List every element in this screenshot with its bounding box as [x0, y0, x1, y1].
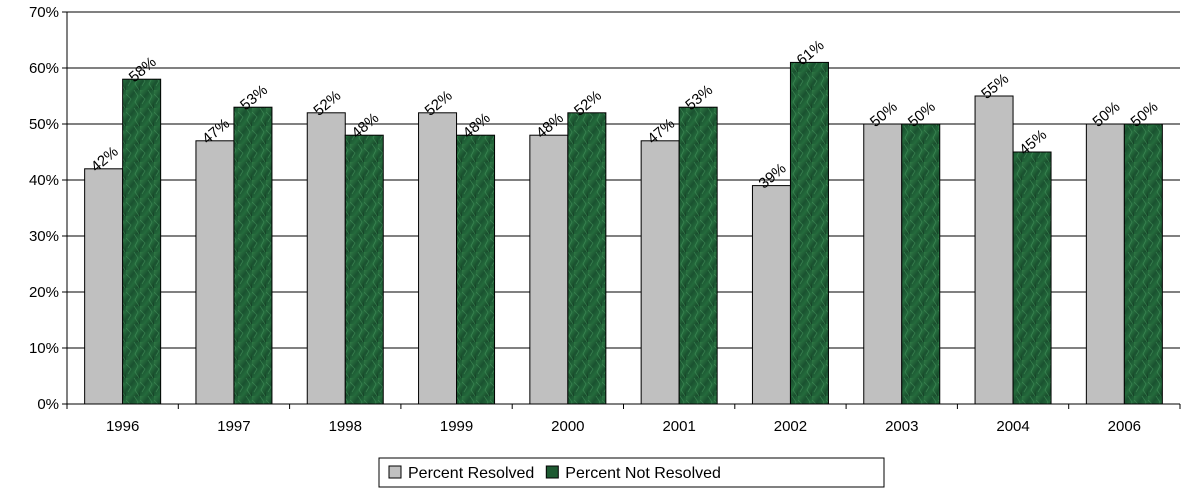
- x-tick-label: 2003: [885, 418, 918, 435]
- bar-percent-resolved: [418, 112, 458, 405]
- bar-percent-not-resolved: [789, 61, 829, 405]
- bar-percent-resolved: [974, 95, 1014, 405]
- x-tick-label: 2006: [1108, 418, 1141, 435]
- x-tick-label: 2002: [774, 418, 807, 435]
- bar-percent-resolved: [84, 168, 124, 405]
- y-tick-label: 70%: [29, 4, 59, 21]
- bar-percent-resolved: [640, 140, 680, 405]
- legend-label: Percent Not Resolved: [565, 465, 721, 482]
- legend-swatch: [545, 465, 559, 479]
- bar-percent-not-resolved: [901, 123, 941, 405]
- y-tick-label: 20%: [29, 284, 59, 301]
- axes: 0% 10% 20% 30% 40% 50% 60% 70% 1996 1997 1998 1999 2…: [29, 4, 1181, 435]
- bar-percent-resolved: [863, 123, 903, 405]
- bar-percent-not-resolved: [456, 134, 496, 405]
- bar-percent-resolved: [1085, 123, 1125, 405]
- bar-percent-resolved: [751, 185, 791, 405]
- y-tick-label: 40%: [29, 172, 59, 189]
- legend-swatch: [388, 465, 402, 479]
- bar-percent-resolved: [529, 134, 569, 405]
- x-tick-label: 2004: [996, 418, 1029, 435]
- legend-box: [378, 457, 885, 488]
- x-tick-label: 1996: [106, 418, 139, 435]
- legend-label: Percent Resolved: [408, 465, 534, 482]
- bar-percent-not-resolved: [678, 106, 718, 405]
- y-tick-label: 30%: [29, 228, 59, 245]
- bar-percent-not-resolved: [1012, 151, 1052, 405]
- x-tick-label: 1997: [217, 418, 250, 435]
- bars: [84, 61, 1163, 405]
- bar-percent-resolved: [306, 112, 346, 405]
- bar-percent-not-resolved: [344, 134, 384, 405]
- bar-percent-not-resolved: [233, 106, 273, 405]
- y-tick-label: 0%: [37, 396, 59, 413]
- legend: Percent Resolved Percent Not Resolved: [378, 457, 885, 488]
- bar-percent-not-resolved: [1123, 123, 1163, 405]
- x-tick-label: 1999: [440, 418, 473, 435]
- bar-percent-not-resolved: [122, 78, 162, 405]
- x-tick-label: 2001: [662, 418, 695, 435]
- bar-percent-resolved: [195, 140, 235, 405]
- y-tick-label: 10%: [29, 340, 59, 357]
- x-tick-label: 1998: [329, 418, 362, 435]
- bar-percent-not-resolved: [567, 112, 607, 405]
- x-tick-label: 2000: [551, 418, 584, 435]
- y-tick-label: 50%: [29, 116, 59, 133]
- y-tick-label: 60%: [29, 60, 59, 77]
